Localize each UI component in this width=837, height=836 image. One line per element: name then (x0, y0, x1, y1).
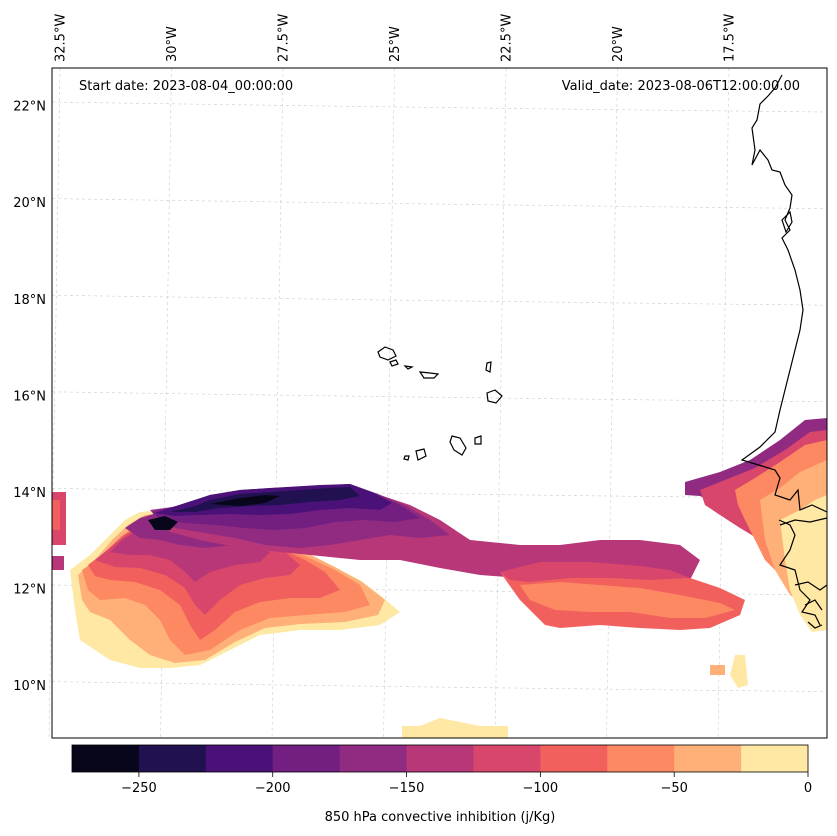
cin-patch-south (402, 718, 508, 738)
colorbar-segment (72, 745, 140, 772)
cin-contour-field (52, 418, 827, 738)
island-maio (474, 435, 482, 445)
colorbar-tick-label: −250 (121, 781, 157, 796)
latitude-tick-label: 10°N (13, 679, 46, 694)
cin-north-band-f (210, 495, 280, 506)
colorbar-segment (473, 745, 541, 772)
latitude-tick-label: 18°N (13, 293, 46, 308)
cin-band-west-edge-inner (52, 500, 60, 530)
island-sao-vicente (389, 359, 399, 367)
latitude-tick-label: 14°N (13, 486, 46, 501)
cin-band-west-strip (52, 556, 64, 570)
island-sao-nicolau (418, 371, 440, 379)
parallel-gridline (51, 198, 828, 209)
longitude-tick-label: 22.5°W (500, 14, 515, 62)
parallel-gridline (51, 488, 828, 499)
longitude-tick-label: 25°W (388, 26, 403, 62)
cin-east-band-c (500, 562, 690, 582)
island-santa-luzia (403, 365, 414, 370)
longitude-labels: 32.5°W 30°W 27.5°W 25°W 22.5°W 20°W 17.5°W (54, 14, 738, 62)
colorbar-segment (339, 745, 408, 772)
longitude-tick-label: 32.5°W (54, 14, 69, 62)
meridian-gridline (606, 67, 618, 739)
island-boa-vista (486, 389, 503, 404)
parallel-gridline (51, 391, 828, 403)
latitude-tick-label: 16°N (13, 389, 46, 404)
colorbar-tick-label: 0 (804, 781, 812, 796)
island-fogo (415, 448, 427, 461)
colorbar-segment (205, 745, 274, 772)
meridian-gridline (494, 67, 507, 739)
longitude-tick-label: 30°W (165, 26, 180, 62)
valid-date-label: Valid_date: 2023-08-06T12:00:00.00 (562, 79, 800, 94)
latitude-labels: 22°N 20°N 18°N 16°N 14°N 12°N 10°N (13, 100, 46, 695)
island-brava (403, 455, 410, 461)
meridian-gridline (717, 67, 730, 739)
colorbar-frame (71, 744, 809, 773)
island-santo-antao (377, 346, 397, 361)
parallel-gridline (51, 101, 828, 113)
colorbar-segment (674, 745, 742, 772)
cin-north-band-g (148, 516, 178, 530)
map-frame (51, 67, 828, 739)
colorbar-tick-label: −100 (523, 781, 559, 796)
colorbar (72, 745, 809, 772)
colorbar-segment (406, 745, 474, 772)
cin-east-band-b (520, 582, 735, 618)
coastlines (377, 74, 828, 629)
island-sal (485, 361, 492, 373)
colorbar-segment (272, 745, 341, 772)
longitude-tick-label: 27.5°W (277, 14, 292, 62)
bijagos-coast (794, 581, 828, 629)
colorbar-tick-label: −150 (389, 781, 425, 796)
parallel-gridline (51, 294, 828, 306)
africa-coastline (740, 74, 828, 626)
colorbar-label: 850 hPa convective inhibition (j/Kg) (325, 810, 556, 825)
latitude-tick-label: 12°N (13, 583, 46, 598)
colorbar-ticks: −250 −200 −150 −100 −50 0 (121, 772, 812, 796)
longitude-tick-label: 20°W (611, 26, 626, 62)
meridian-gridline (48, 67, 61, 739)
cin-patch-east-1 (730, 655, 748, 688)
colorbar-segment (741, 745, 809, 772)
colorbar-tick-label: −50 (660, 781, 687, 796)
cin-patch-east-2 (710, 665, 725, 675)
latitude-tick-label: 20°N (13, 196, 46, 211)
meridian-gridline (383, 67, 395, 739)
colorbar-tick-label: −200 (255, 781, 291, 796)
colorbar-segment (607, 745, 675, 772)
parallel-gridline (51, 681, 828, 692)
start-date-label: Start date: 2023-08-04_00:00:00 (79, 79, 293, 94)
africa-coast-inlet-1 (781, 210, 793, 234)
island-santiago (449, 435, 467, 456)
colorbar-segment (138, 745, 207, 772)
gambia-river (779, 517, 828, 526)
latitude-tick-label: 22°N (13, 100, 46, 115)
colorbar-segment (540, 745, 608, 772)
longitude-tick-label: 17.5°W (723, 14, 738, 62)
